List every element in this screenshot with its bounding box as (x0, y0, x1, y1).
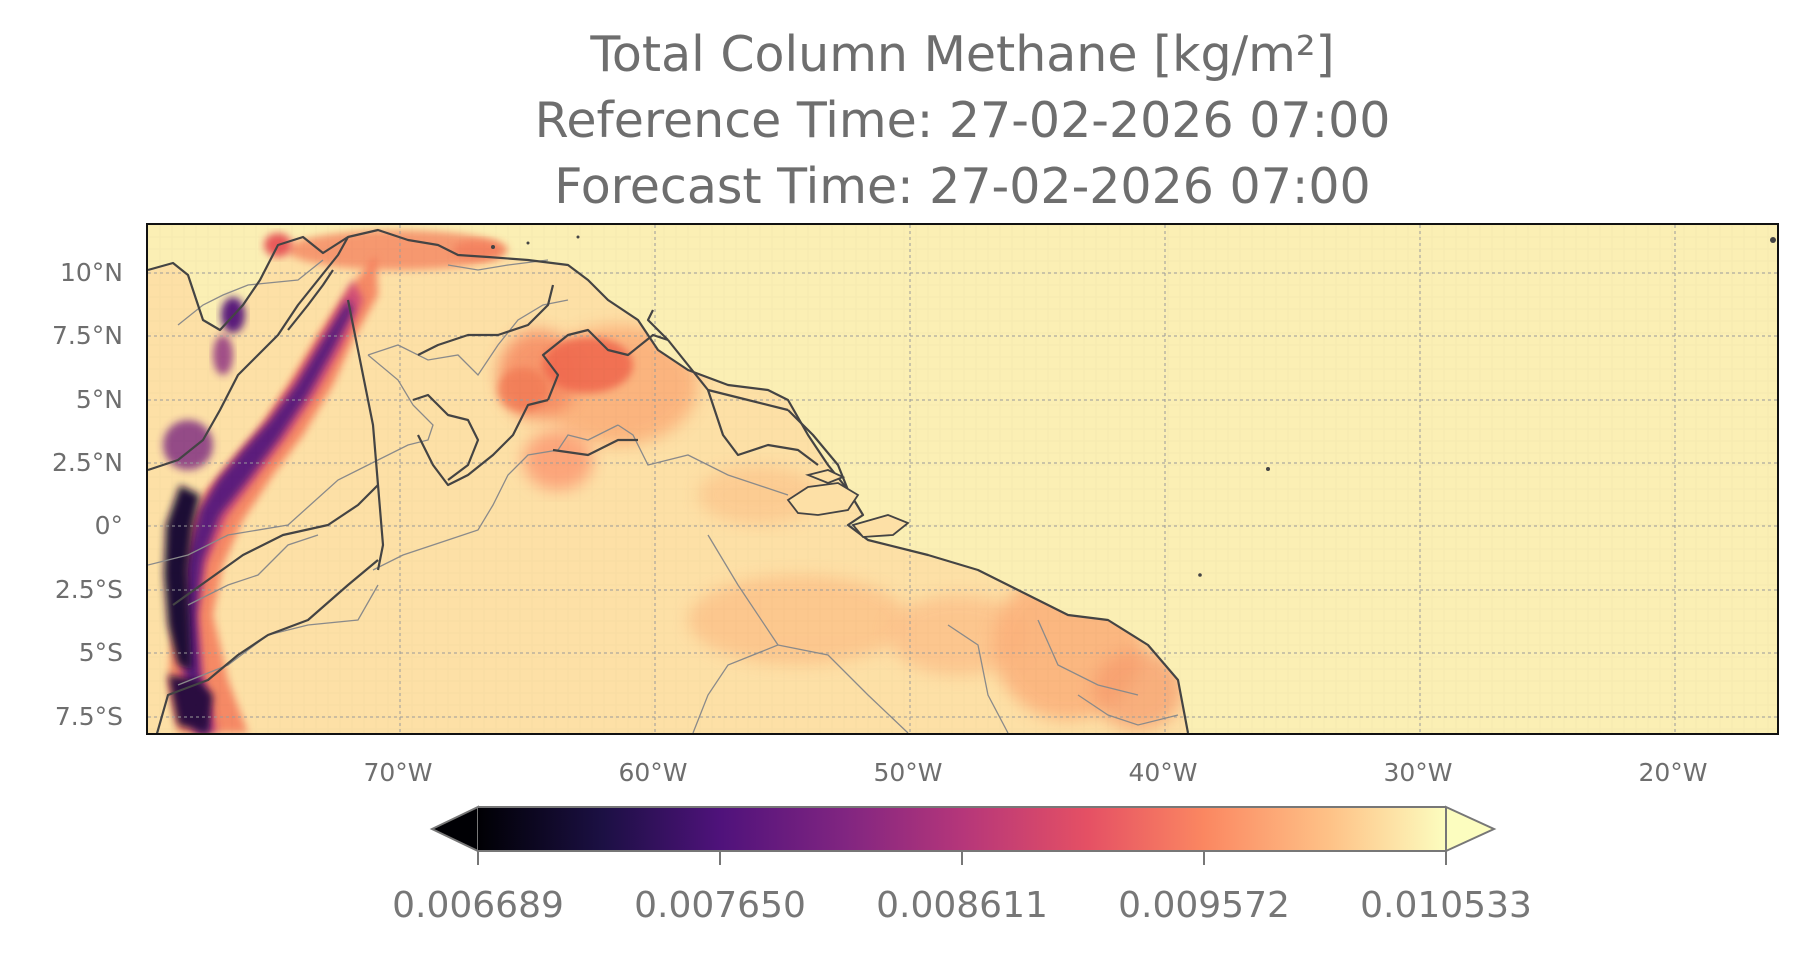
lon-label-70w: 70°W (363, 758, 433, 787)
lon-label-20w: 20°W (1638, 758, 1708, 787)
coastline (148, 228, 1190, 733)
colorbar-label-2: 0.008611 (876, 885, 1048, 926)
country-borders (148, 259, 1179, 733)
lon-label-30w: 30°W (1383, 758, 1453, 787)
lat-label-7-5s: 7.5°S (54, 702, 123, 731)
colorbar-ticks (477, 851, 1447, 865)
lon-label-40w: 40°W (1128, 758, 1198, 787)
map-title-line-3: Forecast Time: 27-02-2026 07:00 (554, 158, 1371, 215)
amazon-delta (786, 469, 910, 538)
lat-label-7-5n: 7.5°N (52, 321, 123, 350)
lon-label-50w: 50°W (873, 758, 943, 787)
lon-label-60w: 60°W (618, 758, 688, 787)
lat-label-5s: 5°S (78, 638, 123, 667)
lat-label-5n: 5°N (75, 385, 123, 414)
map-canvas (148, 225, 1777, 733)
colorbar-label-0: 0.006689 (392, 885, 564, 926)
gridlines (148, 225, 1777, 733)
colorbar (429, 805, 1497, 865)
colorbar-extend-min (429, 805, 479, 853)
lat-label-2-5n: 2.5°N (52, 448, 123, 477)
map-title-line-1: Total Column Methane [kg/m²] (590, 26, 1335, 83)
lat-label-2-5s: 2.5°S (54, 575, 123, 604)
colorbar-gradient (478, 807, 1446, 851)
colorbar-extend-max (1445, 805, 1497, 853)
lat-label-10n: 10°N (59, 258, 123, 287)
islands (491, 235, 1776, 577)
map-title-line-2: Reference Time: 27-02-2026 07:00 (534, 92, 1391, 149)
methane-map (146, 223, 1779, 735)
colorbar-label-1: 0.007650 (634, 885, 806, 926)
colorbar-label-4: 0.010533 (1360, 885, 1532, 926)
colorbar-label-3: 0.009572 (1118, 885, 1290, 926)
lat-label-0: 0° (94, 511, 123, 540)
